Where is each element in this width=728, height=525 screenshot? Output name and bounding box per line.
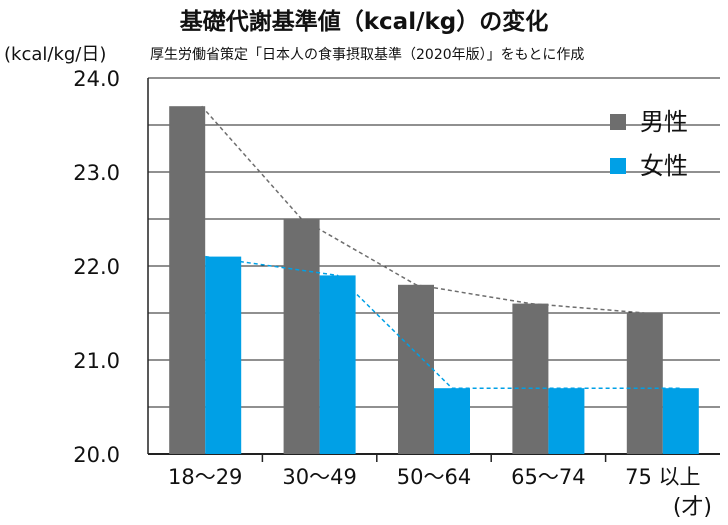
female-bar: [548, 388, 585, 454]
legend-label-male: 男性: [640, 108, 688, 136]
male-bar: [626, 313, 663, 454]
y-tick-label: 23.0: [73, 161, 120, 185]
source-note: 厚生労働省策定「日本人の食事摂取基準（2020年版）」をもとに作成: [150, 47, 585, 63]
x-tick-label: 65〜74: [511, 465, 585, 489]
female-bar: [434, 388, 470, 454]
x-axis-label: (才): [673, 495, 712, 520]
y-tick-label: 21.0: [73, 349, 120, 373]
x-tick-label: 50〜64: [397, 465, 471, 489]
male-bar: [283, 219, 320, 454]
male-bar: [169, 106, 206, 454]
x-tick-label: 75 以上: [625, 465, 700, 489]
male-bar: [398, 284, 434, 454]
legend-swatch-female: [610, 158, 626, 174]
male-trend-line: [201, 105, 645, 314]
male-bar: [512, 303, 549, 454]
y-axis-label: (kcal/kg/日): [4, 44, 107, 65]
x-tick-label: 30〜49: [282, 465, 356, 489]
x-tick-label: 18〜29: [168, 465, 242, 489]
legend-label-female: 女性: [640, 152, 688, 180]
female-bar: [662, 388, 699, 454]
y-tick-label: 20.0: [73, 443, 120, 467]
legend-swatch-male: [610, 114, 626, 130]
female-bar: [205, 256, 242, 454]
female-trend-line: [205, 255, 681, 389]
y-tick-label: 24.0: [73, 67, 120, 91]
chart-title: 基礎代謝基準値（kcal/kg）の変化: [179, 9, 549, 35]
female-bar: [319, 275, 356, 454]
y-tick-label: 22.0: [73, 255, 120, 279]
